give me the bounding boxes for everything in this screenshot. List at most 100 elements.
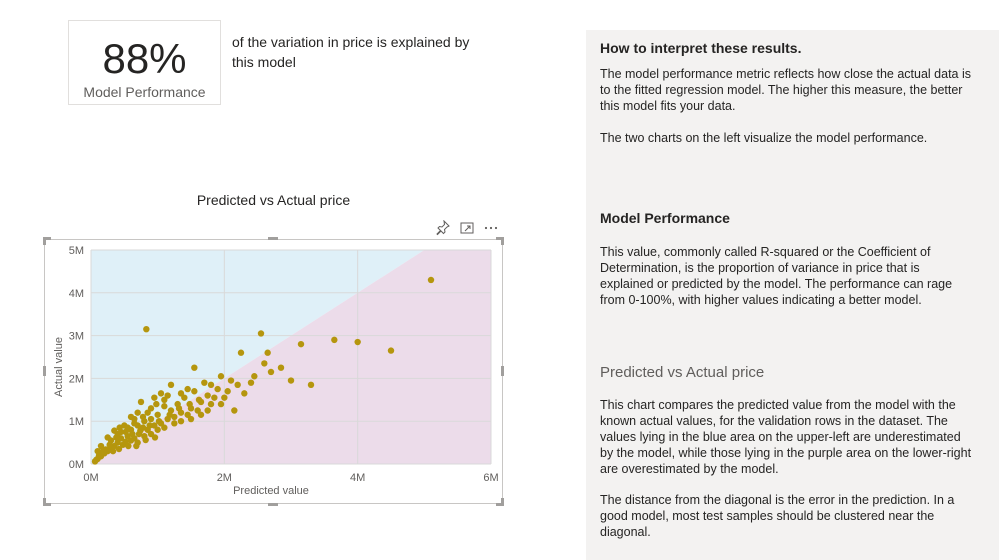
data-point: [127, 437, 135, 444]
interpretation-panel: How to interpret these results. The mode…: [586, 30, 999, 560]
data-point: [184, 385, 191, 393]
data-point: [175, 405, 183, 412]
data-point: [277, 364, 285, 371]
data-point: [157, 390, 165, 397]
data-point: [106, 441, 113, 448]
data-point: [207, 381, 215, 389]
resize-handle[interactable]: [501, 237, 504, 245]
data-point: [166, 411, 173, 418]
y-axis-title: Actual value: [53, 337, 65, 397]
resize-handle[interactable]: [43, 237, 51, 240]
data-point: [217, 400, 225, 408]
data-point: [197, 411, 205, 418]
y-tick-label: 5M: [69, 245, 84, 257]
data-point: [287, 377, 295, 384]
data-point: [115, 445, 123, 453]
model-performance-heading: Model Performance: [600, 210, 730, 226]
data-point: [247, 379, 255, 386]
data-point: [146, 422, 153, 429]
pin-icon[interactable]: [436, 219, 450, 236]
resize-handle[interactable]: [501, 366, 504, 376]
predicted-vs-actual-text: This chart compares the predicted value …: [600, 398, 972, 476]
predicted-vs-actual-text-2: The distance from the diagonal is the er…: [600, 493, 955, 539]
data-point: [204, 392, 211, 399]
panel-intro: The model performance metric reflects ho…: [600, 67, 972, 113]
y-tick-label: 3M: [69, 331, 84, 343]
data-point: [177, 418, 185, 425]
resize-handle[interactable]: [43, 237, 46, 245]
data-point: [134, 409, 141, 416]
data-point: [143, 325, 150, 333]
resize-handle[interactable]: [496, 503, 504, 506]
x-tick-label: 4M: [350, 472, 365, 484]
resize-handle[interactable]: [268, 503, 278, 506]
resize-handle[interactable]: [43, 498, 46, 506]
y-tick-label: 0M: [69, 459, 84, 471]
data-point: [167, 381, 175, 389]
data-point: [297, 340, 305, 348]
data-point: [195, 396, 203, 403]
data-point: [217, 373, 225, 380]
data-point: [111, 427, 118, 434]
data-point: [186, 400, 193, 408]
chart-title: Predicted vs Actual price: [196, 192, 351, 208]
model-performance-label: Model Performance: [83, 84, 206, 100]
x-axis-title: Predicted value: [233, 485, 309, 497]
data-point: [204, 407, 211, 414]
data-point: [99, 447, 107, 455]
data-point: [113, 434, 120, 441]
data-point: [125, 442, 132, 450]
data-point: [164, 392, 171, 399]
data-point: [127, 413, 135, 421]
data-point: [109, 447, 117, 455]
visual-header: [436, 219, 498, 238]
data-point: [144, 409, 151, 416]
data-point: [427, 276, 435, 284]
x-tick-label: 2M: [217, 472, 232, 484]
data-point: [224, 388, 231, 395]
data-point: [147, 415, 155, 423]
model-performance-value: 88%: [102, 35, 187, 82]
data-point: [151, 394, 158, 401]
data-point: [124, 424, 131, 431]
x-tick-label: 0M: [83, 472, 98, 484]
predicted-vs-actual-heading: Predicted vs Actual price: [600, 364, 765, 381]
data-point: [151, 434, 159, 441]
data-point: [207, 400, 215, 408]
y-tick-label: 4M: [69, 288, 84, 300]
data-point: [161, 403, 168, 410]
data-point: [97, 442, 105, 450]
data-point: [191, 364, 198, 371]
data-point: [261, 360, 268, 367]
x-tick-label: 6M: [483, 472, 498, 484]
data-point: [104, 434, 111, 441]
resize-handle[interactable]: [43, 366, 46, 376]
data-point: [201, 379, 208, 386]
data-point: [241, 390, 248, 397]
data-point: [137, 398, 145, 406]
model-performance-description: of the variation in price is explained b…: [232, 34, 470, 70]
data-point: [171, 420, 178, 427]
focus-mode-icon[interactable]: [460, 220, 474, 236]
data-point: [221, 394, 228, 401]
data-point: [139, 413, 147, 421]
data-point: [227, 377, 235, 384]
data-point: [91, 458, 99, 465]
data-point: [331, 336, 338, 344]
resize-handle[interactable]: [268, 237, 278, 240]
data-point: [211, 394, 218, 401]
data-point: [234, 381, 241, 389]
data-point: [142, 436, 149, 444]
more-options-icon[interactable]: [484, 220, 498, 236]
resize-handle[interactable]: [501, 498, 504, 506]
data-point: [137, 427, 144, 434]
panel-heading: How to interpret these results.: [600, 40, 802, 56]
data-point: [177, 390, 185, 397]
model-performance-text: This value, commonly called R-squared or…: [600, 245, 953, 307]
resize-handle[interactable]: [43, 503, 51, 506]
data-point: [354, 338, 361, 346]
resize-handle[interactable]: [496, 237, 504, 240]
data-point: [116, 424, 123, 431]
predicted-vs-actual-scatter-chart[interactable]: 0M 1M 2M 3M 4M 5M 0M 2M 4M 6M Predicted value Actua…: [44, 239, 503, 504]
data-point: [251, 373, 258, 380]
